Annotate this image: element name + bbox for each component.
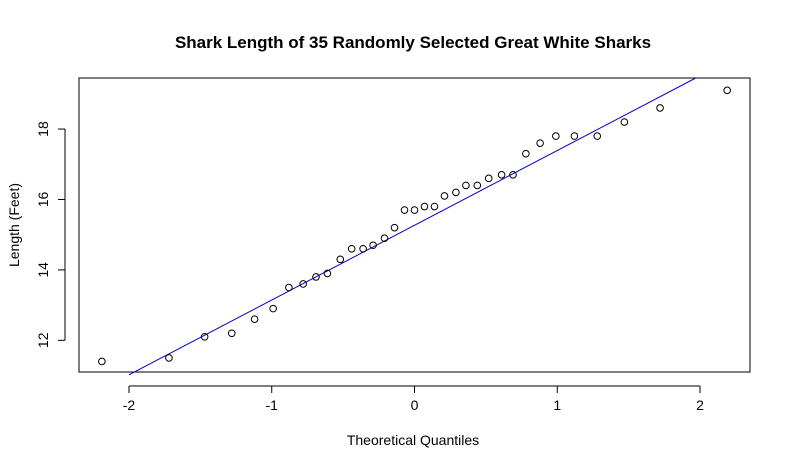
data-points (98, 86, 731, 366)
plot-frame (78, 77, 751, 373)
data-point (723, 86, 731, 95)
data-point (656, 104, 664, 112)
x-axis-label: Theoretical Quantiles (347, 432, 479, 448)
qq-reference-line (128, 77, 696, 376)
data-point (285, 283, 293, 292)
data-point (452, 188, 460, 197)
data-point (430, 202, 439, 211)
data-point (369, 241, 377, 250)
data-point (522, 149, 530, 158)
y-tick-label: 14 (35, 262, 51, 278)
y-tick-label: 12 (35, 332, 51, 348)
data-point (359, 244, 367, 253)
data-point (390, 223, 399, 232)
y-tick-label: 16 (35, 191, 51, 207)
data-point (440, 192, 449, 200)
x-tick-label: 1 (553, 397, 561, 413)
data-point (410, 206, 419, 214)
data-point (593, 132, 602, 140)
data-point (227, 329, 236, 338)
data-point (552, 132, 560, 140)
data-point (400, 206, 409, 214)
data-point (380, 234, 389, 243)
data-point (299, 280, 307, 288)
data-point (420, 202, 429, 211)
data-point (312, 273, 320, 281)
data-point (98, 357, 106, 366)
data-point (250, 315, 259, 323)
data-point (497, 171, 506, 179)
x-tick-label: 2 (696, 397, 704, 413)
data-point (200, 332, 209, 341)
x-tick-label: -1 (266, 397, 279, 413)
data-point (336, 255, 345, 264)
data-point (269, 304, 277, 313)
data-point (536, 139, 544, 147)
y-axis: 12 14 16 18 (35, 121, 66, 348)
x-tick-label: 0 (411, 397, 419, 413)
chart-title: Shark Length of 35 Randomly Selected Gre… (175, 33, 651, 52)
data-point (347, 244, 356, 253)
data-point (462, 181, 470, 190)
reference-line-group (128, 77, 696, 376)
data-point (620, 118, 629, 126)
data-point (509, 171, 517, 179)
data-point (484, 174, 493, 183)
data-point (165, 354, 173, 362)
y-tick-label: 18 (35, 121, 51, 137)
y-axis-label: Length (Feet) (6, 183, 22, 267)
data-point (570, 132, 579, 140)
x-axis: -2 -1 0 1 2 (123, 385, 704, 413)
data-point (323, 269, 332, 278)
x-tick-label: -2 (123, 397, 136, 413)
data-point (473, 181, 482, 190)
